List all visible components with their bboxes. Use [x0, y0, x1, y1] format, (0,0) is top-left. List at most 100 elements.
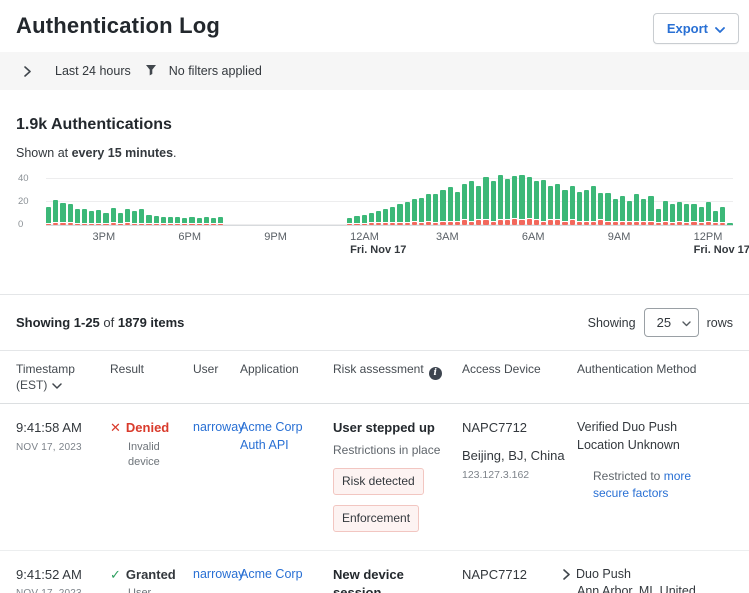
- chart-bar[interactable]: [655, 209, 661, 225]
- chart-bar[interactable]: [591, 186, 597, 225]
- chart-bar[interactable]: [160, 217, 166, 225]
- chart-bar[interactable]: [354, 215, 360, 225]
- user-cell: narroway: [193, 566, 244, 593]
- chart-bar[interactable]: [605, 192, 611, 225]
- chart-bar[interactable]: [189, 217, 195, 225]
- chart-bar[interactable]: [440, 189, 446, 225]
- chart-bar[interactable]: [210, 218, 217, 225]
- chart-bar[interactable]: [576, 191, 582, 225]
- chart-bar[interactable]: [562, 189, 568, 225]
- expand-chevron-right-icon[interactable]: [563, 569, 570, 581]
- chart-bar[interactable]: [598, 192, 604, 225]
- chart-bar[interactable]: [110, 207, 116, 225]
- chart-bar[interactable]: [533, 181, 539, 225]
- denied-x-icon: [110, 419, 121, 437]
- chart-bar[interactable]: [96, 210, 102, 225]
- chart-x-axis: 3PM 6PM 9PM 12AM Fri. Nov 17 3AM 6AM 9AM 12PM Fri…: [46, 226, 749, 266]
- chart-bar[interactable]: [569, 186, 575, 225]
- chart-bar[interactable]: [218, 217, 224, 225]
- chart-bar[interactable]: [641, 198, 647, 225]
- chart-bar[interactable]: [132, 211, 138, 225]
- chart-bar[interactable]: [648, 196, 654, 225]
- chart-bar[interactable]: [53, 199, 59, 225]
- chart-bar[interactable]: [182, 218, 188, 225]
- rows-per-page-select[interactable]: 25: [643, 308, 699, 337]
- chart-bar[interactable]: [684, 204, 690, 225]
- chart-bar[interactable]: [175, 217, 181, 225]
- chart-bar[interactable]: [583, 189, 590, 225]
- chart-bar[interactable]: [368, 212, 374, 225]
- chart-bar[interactable]: [146, 214, 152, 225]
- chart-bar[interactable]: [117, 212, 123, 225]
- user-link[interactable]: narroway: [193, 566, 245, 581]
- application-cell: Acme Corp Auth API: [240, 419, 333, 532]
- chart-bar[interactable]: [712, 211, 719, 225]
- chart-bar[interactable]: [727, 222, 733, 225]
- chevron-right-icon[interactable]: [24, 65, 31, 77]
- chart-bar[interactable]: [139, 209, 145, 225]
- chart-bar[interactable]: [196, 218, 202, 225]
- info-icon[interactable]: [428, 366, 442, 380]
- user-link[interactable]: narroway: [193, 420, 245, 435]
- chart-bar[interactable]: [397, 204, 403, 225]
- chart-bar[interactable]: [526, 176, 532, 225]
- chart-bar[interactable]: [167, 217, 174, 225]
- chart-bar[interactable]: [383, 209, 389, 225]
- chart-bar[interactable]: [662, 201, 668, 225]
- chart-bar[interactable]: [634, 194, 640, 225]
- chart-bar[interactable]: [433, 194, 439, 225]
- chart-bar[interactable]: [519, 174, 525, 225]
- application-link[interactable]: Acme Corp Auth API: [240, 420, 303, 452]
- y-axis-label: 40: [18, 173, 29, 184]
- chart-bar[interactable]: [720, 206, 726, 225]
- chart-bar[interactable]: [418, 197, 425, 225]
- chart-bar[interactable]: [669, 204, 676, 225]
- chart-bar[interactable]: [483, 176, 489, 225]
- chart-bar[interactable]: [361, 214, 367, 225]
- chart-bar[interactable]: [698, 206, 704, 225]
- chart-bar[interactable]: [124, 209, 131, 225]
- chart-bar[interactable]: [74, 209, 80, 225]
- chart-bar[interactable]: [375, 211, 382, 225]
- chart-bar[interactable]: [67, 204, 73, 225]
- chart-bar[interactable]: [153, 215, 159, 225]
- authentications-summary: 1.9k Authentications Shown at every 15 m…: [0, 90, 749, 160]
- chart-bar[interactable]: [612, 198, 618, 225]
- chart-bar[interactable]: [548, 186, 554, 225]
- chart-bar[interactable]: [46, 206, 52, 225]
- column-header-timestamp[interactable]: Timestamp (EST): [16, 361, 110, 393]
- chart-bar[interactable]: [497, 174, 503, 225]
- application-link[interactable]: Acme Corp: [240, 566, 303, 581]
- export-button[interactable]: Export: [652, 13, 739, 44]
- chart-bar[interactable]: [426, 194, 432, 225]
- chart-bar[interactable]: [103, 212, 109, 225]
- chart-bar[interactable]: [677, 202, 683, 225]
- chart-bar[interactable]: [626, 201, 633, 225]
- chart-bar[interactable]: [89, 211, 95, 225]
- timestamp-date: NOV 17, 2023: [16, 587, 100, 593]
- chart-bar[interactable]: [512, 175, 518, 225]
- chart-bar[interactable]: [469, 181, 475, 225]
- chart-bar[interactable]: [447, 187, 453, 225]
- chart-bar[interactable]: [454, 191, 460, 225]
- chart-bar[interactable]: [476, 186, 482, 225]
- chart-bar[interactable]: [555, 183, 561, 225]
- chart-bar[interactable]: [347, 218, 353, 225]
- chart-bar[interactable]: [691, 204, 697, 225]
- x-axis-tick: 6AM: [521, 231, 545, 243]
- more-secure-factors-link[interactable]: more secure factors: [593, 469, 692, 501]
- chart-bar[interactable]: [411, 198, 417, 225]
- chart-bar[interactable]: [81, 209, 88, 225]
- chart-bar[interactable]: [619, 196, 625, 225]
- chart-bar[interactable]: [540, 180, 547, 225]
- chart-bar[interactable]: [404, 202, 410, 225]
- chart-bar[interactable]: [505, 179, 511, 225]
- chart-bar[interactable]: [390, 206, 396, 225]
- chart-bar[interactable]: [490, 181, 496, 225]
- chart-bar[interactable]: [461, 183, 468, 225]
- chart-bar[interactable]: [705, 202, 711, 225]
- column-header-risk-assessment: Risk assessment: [333, 361, 462, 393]
- auth-method-line2: Location Unknown: [577, 437, 680, 452]
- chart-bar[interactable]: [203, 217, 209, 225]
- chart-bar[interactable]: [60, 203, 66, 225]
